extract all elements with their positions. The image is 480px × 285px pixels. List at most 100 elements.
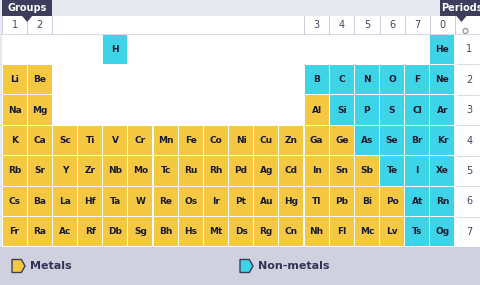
Text: F: F bbox=[414, 75, 420, 84]
Text: Metals: Metals bbox=[30, 261, 72, 271]
Text: Sb: Sb bbox=[360, 166, 373, 176]
Bar bbox=[204, 187, 228, 216]
Bar bbox=[28, 187, 52, 216]
Bar bbox=[279, 187, 303, 216]
Text: S: S bbox=[389, 105, 396, 115]
Bar bbox=[355, 65, 379, 94]
Text: Br: Br bbox=[411, 136, 423, 145]
Text: Au: Au bbox=[260, 197, 273, 206]
Bar bbox=[53, 126, 77, 155]
Bar bbox=[330, 65, 354, 94]
Bar bbox=[440, 0, 480, 16]
Bar bbox=[78, 156, 102, 186]
Bar bbox=[380, 187, 404, 216]
Bar bbox=[2, 16, 480, 247]
Bar bbox=[53, 187, 77, 216]
Text: 1: 1 bbox=[12, 20, 18, 30]
Bar bbox=[355, 156, 379, 186]
Text: Rb: Rb bbox=[8, 166, 21, 176]
Text: H: H bbox=[111, 45, 119, 54]
Text: Kr: Kr bbox=[437, 136, 448, 145]
Text: 6: 6 bbox=[467, 196, 473, 206]
Text: Zn: Zn bbox=[285, 136, 298, 145]
Text: Groups: Groups bbox=[8, 3, 47, 13]
Text: 7: 7 bbox=[414, 20, 420, 30]
Text: Rh: Rh bbox=[209, 166, 223, 176]
Text: At: At bbox=[411, 197, 423, 206]
Bar bbox=[405, 65, 429, 94]
Text: Po: Po bbox=[386, 197, 398, 206]
Bar bbox=[154, 126, 178, 155]
Text: Rg: Rg bbox=[260, 227, 273, 236]
Bar bbox=[2, 126, 26, 155]
Text: Ar: Ar bbox=[437, 105, 448, 115]
Text: V: V bbox=[112, 136, 119, 145]
Bar bbox=[431, 65, 455, 94]
Polygon shape bbox=[12, 260, 25, 272]
Bar bbox=[305, 187, 329, 216]
Text: Sg: Sg bbox=[134, 227, 147, 236]
Bar bbox=[431, 126, 455, 155]
Bar bbox=[103, 187, 127, 216]
Bar bbox=[28, 217, 52, 247]
Text: Xe: Xe bbox=[436, 166, 449, 176]
Polygon shape bbox=[240, 260, 253, 272]
Bar bbox=[431, 217, 455, 247]
Bar bbox=[28, 156, 52, 186]
Bar bbox=[229, 126, 253, 155]
Bar bbox=[28, 126, 52, 155]
Bar bbox=[355, 95, 379, 125]
Bar bbox=[330, 187, 354, 216]
Text: Re: Re bbox=[159, 197, 172, 206]
Bar bbox=[431, 34, 455, 64]
Text: B: B bbox=[313, 75, 320, 84]
Bar bbox=[53, 156, 77, 186]
Text: He: He bbox=[435, 45, 449, 54]
Text: Ag: Ag bbox=[260, 166, 273, 176]
Bar bbox=[229, 187, 253, 216]
Bar bbox=[78, 217, 102, 247]
Text: Zr: Zr bbox=[84, 166, 96, 176]
Bar bbox=[0, 247, 480, 285]
Text: C: C bbox=[338, 75, 345, 84]
Text: Hs: Hs bbox=[184, 227, 197, 236]
Text: Ge: Ge bbox=[335, 136, 348, 145]
Text: Mg: Mg bbox=[32, 105, 48, 115]
Bar bbox=[2, 187, 26, 216]
Text: Bh: Bh bbox=[159, 227, 172, 236]
Text: Co: Co bbox=[210, 136, 222, 145]
Text: Sr: Sr bbox=[34, 166, 45, 176]
Bar bbox=[405, 217, 429, 247]
Text: Ga: Ga bbox=[310, 136, 324, 145]
Text: Non-metals: Non-metals bbox=[258, 261, 329, 271]
Text: 1: 1 bbox=[467, 44, 473, 54]
Text: K: K bbox=[11, 136, 18, 145]
Bar bbox=[254, 217, 278, 247]
Text: 2: 2 bbox=[467, 75, 473, 85]
Bar bbox=[154, 187, 178, 216]
Bar bbox=[229, 217, 253, 247]
Bar bbox=[154, 156, 178, 186]
Text: Periods: Periods bbox=[441, 3, 480, 13]
Bar bbox=[380, 156, 404, 186]
Text: Fe: Fe bbox=[185, 136, 197, 145]
Text: Fr: Fr bbox=[10, 227, 20, 236]
Bar bbox=[355, 126, 379, 155]
Bar bbox=[53, 217, 77, 247]
Text: Te: Te bbox=[386, 166, 397, 176]
Text: Cs: Cs bbox=[9, 197, 21, 206]
Bar bbox=[204, 217, 228, 247]
Text: 7: 7 bbox=[467, 227, 473, 237]
Text: Cd: Cd bbox=[285, 166, 298, 176]
Text: I: I bbox=[416, 166, 419, 176]
Polygon shape bbox=[22, 16, 32, 22]
Text: Ds: Ds bbox=[235, 227, 248, 236]
Bar bbox=[405, 126, 429, 155]
Bar bbox=[279, 156, 303, 186]
Text: Db: Db bbox=[108, 227, 122, 236]
Bar bbox=[305, 217, 329, 247]
Bar bbox=[229, 156, 253, 186]
Text: La: La bbox=[59, 197, 71, 206]
Bar bbox=[405, 95, 429, 125]
Text: 6: 6 bbox=[389, 20, 395, 30]
